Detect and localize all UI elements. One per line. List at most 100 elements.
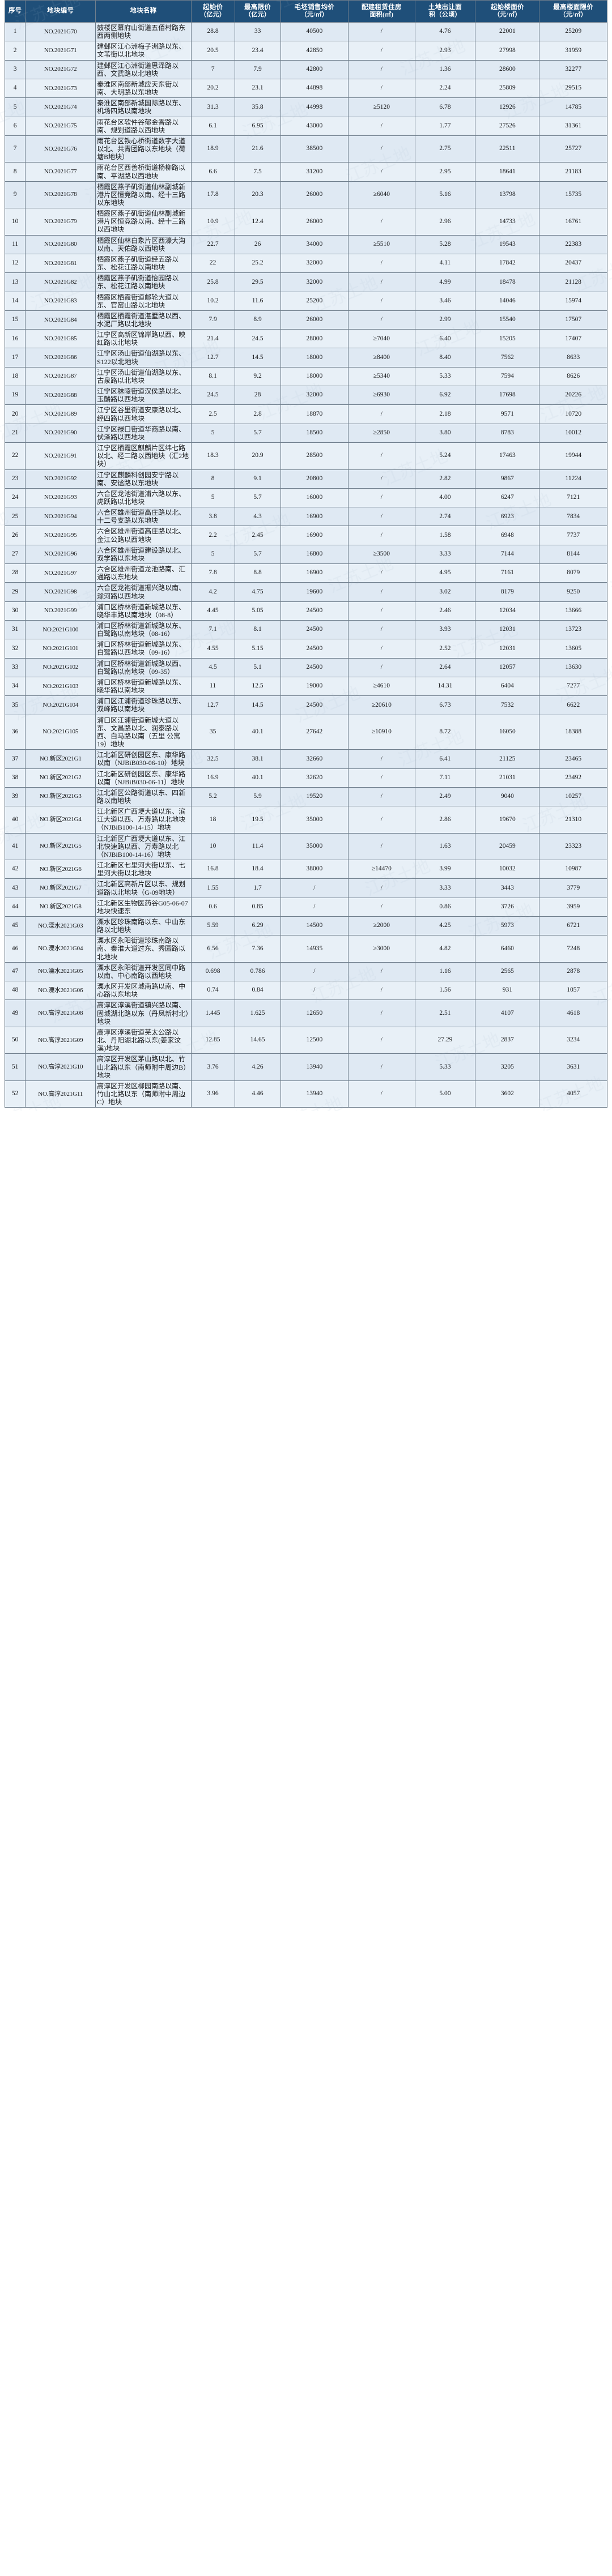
cell-land_area: 2.24 [414, 78, 476, 99]
cell-name: 高淳区淳溪街道镇兴路以南、固城湖北路以东（丹凤新村北）地块 [95, 999, 192, 1027]
cell-land_area: 5.33 [414, 366, 476, 387]
cell-idx: 1 [4, 22, 26, 42]
cell-rental: / [348, 981, 415, 1001]
cell-land_area: 6.41 [414, 749, 476, 769]
table-row: 48 NO.溧水2021G06 溧水区开发区城南路以南、中心路以东地块 0.74 0.8… [4, 981, 607, 1001]
cell-idx: 10 [4, 208, 26, 236]
col-header-index-label: 序号 [8, 7, 22, 15]
table-row: 16 NO.2021G85 江宁区高新区锦岸路以西、映红路以北地块 21.4 24.5 2… [4, 329, 607, 349]
cell-code: NO.新区2021G5 [25, 832, 96, 861]
cell-name: 雨花台区铁心桥街道数字大道以北、共青团路以东地块（荷塘B地块） [95, 135, 192, 163]
cell-idx: 44 [4, 897, 26, 917]
cell-code: NO.2021G89 [25, 404, 96, 424]
cell-cap_floor: 8633 [539, 348, 607, 368]
cell-start_floor: 9040 [475, 787, 540, 807]
cell-cap_floor: 25727 [539, 135, 607, 163]
table-row: 42 NO.新区2021G6 江北新区七里河大街以东、七里河大街以北地块 16.8 18… [4, 860, 607, 879]
cell-code: NO.溧水2021G05 [25, 962, 96, 982]
cell-name: 溧水区永阳街道珍珠南路以南、秦淮大道过东、秀园路以北地块 [95, 935, 192, 963]
cell-land_area: 6.40 [414, 329, 476, 349]
cell-rental: / [348, 639, 415, 659]
cell-start_floor: 28600 [475, 59, 540, 79]
col-header-code: 地块编号 [25, 0, 96, 23]
cell-start_price: 6.1 [190, 116, 235, 136]
table-row: 7 NO.2021G76 雨花台区铁心桥街道数字大道以北、共青团路以东地块（荷塘B地… [4, 135, 607, 163]
cell-cap_floor: 6721 [539, 916, 607, 936]
cell-code: NO.2021G77 [25, 162, 96, 182]
cell-cap_floor: 9250 [539, 582, 607, 602]
cell-cap_price: 4.3 [234, 507, 281, 527]
table-row: 25 NO.2021G94 六合区雄州街道高庄路以北、十二号支路以东地块 3.8 4.3… [4, 507, 607, 527]
cell-cap_price: 0.84 [234, 981, 281, 1001]
cell-sale_avg: 35000 [280, 806, 349, 834]
table-row: 29 NO.2021G98 六合区龙袍街道振兴路以南、滁河路以西地块 4.2 4.75 1… [4, 582, 607, 602]
cell-sale_avg: 32000 [280, 272, 349, 292]
cell-code: NO.2021G93 [25, 488, 96, 508]
cell-land_area: 5.24 [414, 442, 476, 470]
cell-cap_floor: 7834 [539, 507, 607, 527]
cell-start_price: 0.6 [190, 897, 235, 917]
table-row: 18 NO.2021G87 江宁区汤山街道仙湖路以东、古泉路以北地块 8.1 9.2 18… [4, 366, 607, 387]
cell-cap_price: 23.4 [234, 41, 281, 61]
cell-idx: 27 [4, 544, 26, 565]
cell-start_floor: 22511 [475, 135, 540, 163]
cell-name: 浦口区桥林街道新城路以东、白鹭路以南地块（08-16） [95, 620, 192, 640]
cell-idx: 24 [4, 488, 26, 508]
cell-start_floor: 12057 [475, 657, 540, 677]
cell-idx: 47 [4, 962, 26, 982]
col-header-sale-avg: 毛坯销售均价 （元/㎡） [280, 0, 349, 23]
cell-idx: 40 [4, 806, 26, 834]
cell-sale_avg: 42800 [280, 59, 349, 79]
cell-code: NO.高淳2021G08 [25, 999, 96, 1027]
cell-sale_avg: 27642 [280, 714, 349, 750]
cell-sale_avg: 18000 [280, 366, 349, 387]
cell-cap_price: 26 [234, 234, 281, 254]
cell-name: 秦淮区南部新城应天东街以南、大明路以东地块 [95, 78, 192, 99]
cell-cap_price: 9.2 [234, 366, 281, 387]
cell-rental: / [348, 962, 415, 982]
cell-start_price: 31.3 [190, 97, 235, 117]
cell-land_area: 1.16 [414, 962, 476, 982]
cell-cap_price: 4.46 [234, 1080, 281, 1108]
cell-cap_price: 0.786 [234, 962, 281, 982]
cell-code: NO.新区2021G2 [25, 768, 96, 788]
cell-cap_floor: 23492 [539, 768, 607, 788]
cell-cap_floor: 31361 [539, 116, 607, 136]
cell-cap_floor: 4057 [539, 1080, 607, 1108]
table-row: 6 NO.2021G75 雨花台区软件谷郁金香路以南、规划道路以西地块 6.1 6.95… [4, 116, 607, 136]
cell-rental: / [348, 768, 415, 788]
cell-idx: 5 [4, 97, 26, 117]
cell-start_price: 6.56 [190, 935, 235, 963]
cell-rental: ≥10910 [348, 714, 415, 750]
cell-code: NO.2021G76 [25, 135, 96, 163]
col-header-cap-price-unit: （亿元） [244, 11, 271, 19]
cell-start_price: 4.2 [190, 582, 235, 602]
cell-name: 建邺区江心洲梅子洲路以东、文苇街以北地块 [95, 41, 192, 61]
cell-code: NO.新区2021G4 [25, 806, 96, 834]
land-parcel-table-sheet: 江苏土地 江苏土地 序号 地块编号 地块名称 [0, 0, 612, 1112]
table-row: 34 NO.2021G103 浦口区桥林街道新城路以东、晓华路以南地块 11 12.5 1… [4, 676, 607, 697]
cell-start_floor: 10032 [475, 860, 540, 879]
cell-land_area: 0.86 [414, 897, 476, 917]
cell-start_price: 24.5 [190, 386, 235, 405]
table-row: 30 NO.2021G99 浦口区桥林街道新城路以东、晓华丰路以南地块（08-8） 4… [4, 601, 607, 621]
cell-sale_avg: 43000 [280, 116, 349, 136]
cell-name: 雨花台区软件谷郁金香路以南、规划道路以西地块 [95, 116, 192, 136]
cell-sale_avg: 26000 [280, 310, 349, 330]
col-header-sale-avg-label: 毛坯销售均价 [294, 3, 335, 11]
cell-idx: 45 [4, 916, 26, 936]
col-header-land-area-unit: 积（公顷） [429, 11, 461, 19]
cell-name: 建邺区江心洲街道思泽路以西、文武路以北地块 [95, 59, 192, 79]
cell-code: NO.2021G79 [25, 208, 96, 236]
cell-start_floor: 15540 [475, 310, 540, 330]
cell-code: NO.2021G103 [25, 676, 96, 697]
cell-cap_floor: 7277 [539, 676, 607, 697]
table-row: 47 NO.溧水2021G05 溧水区永阳街道开发区同中路以南、中心南路以西地块 0.… [4, 962, 607, 982]
cell-start_floor: 12926 [475, 97, 540, 117]
cell-cap_price: 5.7 [234, 488, 281, 508]
cell-sale_avg: / [280, 878, 349, 898]
cell-cap_price: 14.5 [234, 348, 281, 368]
cell-sale_avg: 31200 [280, 162, 349, 182]
cell-start_price: 12.7 [190, 348, 235, 368]
cell-land_area: 2.52 [414, 639, 476, 659]
